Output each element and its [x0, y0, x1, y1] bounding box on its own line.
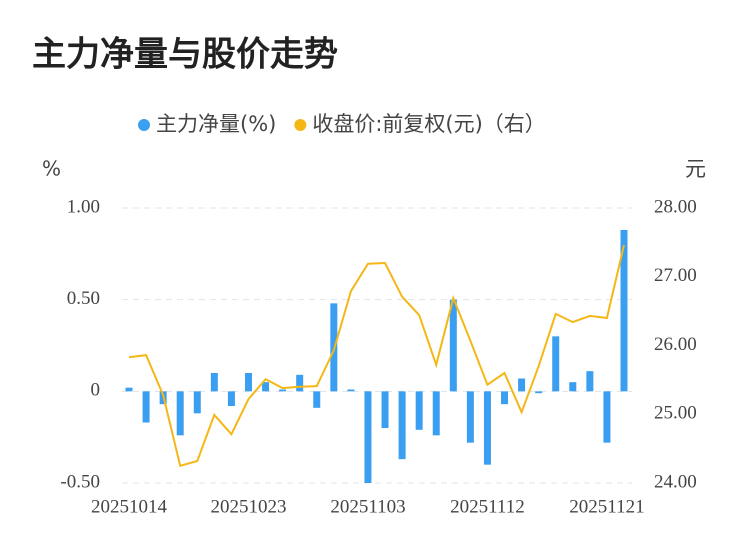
- x-tick-label: 20251014: [91, 496, 168, 517]
- y2-tick-label: 27.00: [654, 265, 697, 286]
- bar: [432, 391, 440, 436]
- legend-label: 收盘价:前复权(元)（右）: [312, 112, 545, 136]
- bar: [518, 378, 526, 392]
- bar: [586, 371, 594, 392]
- x-tick-label: 20251121: [569, 496, 644, 517]
- bar: [483, 391, 491, 465]
- bar: [569, 382, 577, 392]
- bar: [603, 391, 611, 443]
- bar: [142, 391, 150, 423]
- bar: [227, 391, 235, 406]
- bar: [313, 391, 321, 408]
- legend-label: 主力净量(%): [156, 112, 276, 136]
- bar: [193, 391, 201, 414]
- y-axis-label: %: [42, 157, 61, 181]
- x-tick-label: 20251103: [330, 496, 405, 517]
- bar: [347, 389, 355, 392]
- bar: [210, 373, 218, 392]
- x-tick-label: 20251023: [210, 496, 286, 517]
- y2-tick-label: 26.00: [654, 334, 697, 355]
- bar: [176, 391, 184, 436]
- y-tick-label: -0.50: [60, 471, 100, 492]
- legend-marker: [294, 119, 307, 131]
- bar: [244, 373, 252, 392]
- y2-tick-label: 25.00: [654, 403, 697, 424]
- y2-tick-label: 24.00: [654, 471, 697, 492]
- bar: [381, 391, 389, 428]
- bar: [262, 382, 270, 392]
- bar: [466, 391, 474, 443]
- bar: [364, 391, 372, 483]
- bar: [620, 230, 628, 392]
- y2-axis-label: 元: [685, 157, 706, 181]
- bar: [535, 391, 543, 394]
- y2-tick-label: 28.00: [654, 196, 697, 217]
- bar: [415, 391, 423, 430]
- price-line: [128, 244, 625, 468]
- legend-marker: [138, 119, 150, 131]
- y-tick-label: 0.50: [67, 288, 100, 309]
- y-tick-label: 0: [91, 380, 101, 401]
- bar: [398, 391, 406, 460]
- bar: [125, 387, 133, 392]
- bar: [279, 389, 287, 392]
- chart-title: 主力净量与股价走势: [32, 35, 338, 75]
- x-tick-label: 20251112: [450, 496, 525, 517]
- bar: [296, 374, 304, 392]
- bar: [552, 336, 560, 392]
- bar: [501, 391, 509, 405]
- y-tick-label: 1.00: [67, 196, 100, 217]
- bar: [449, 299, 457, 392]
